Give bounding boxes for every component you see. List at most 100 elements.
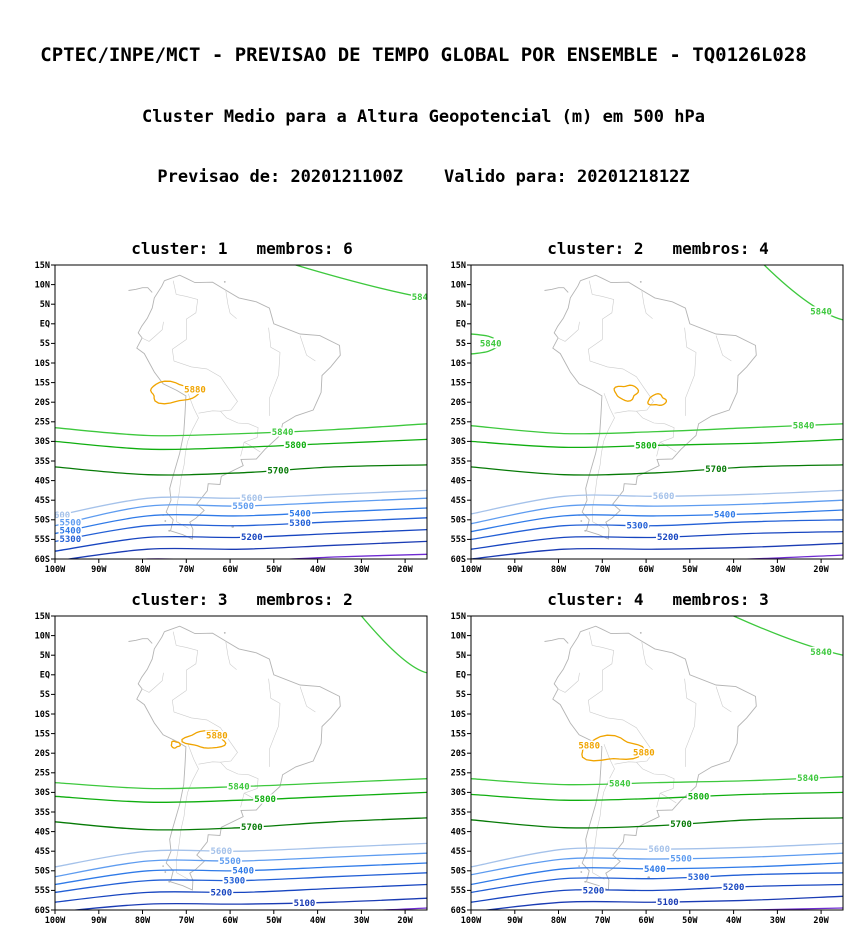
svg-text:5700: 5700 [670, 820, 692, 830]
svg-text:5700: 5700 [241, 823, 263, 833]
svg-text:40W: 40W [726, 565, 742, 575]
map-cluster-2: 15N 10N 5N EQ 5S 10S 15S 20S 25S 30S 35S 40S 45S 50S 5… [451, 261, 844, 575]
svg-text:30W: 30W [770, 916, 786, 926]
svg-text:60S: 60S [35, 554, 50, 564]
svg-text:10N: 10N [451, 631, 466, 641]
svg-text:60S: 60S [451, 905, 466, 915]
svg-text:45S: 45S [35, 496, 50, 506]
svg-text:55S: 55S [35, 886, 50, 896]
svg-text:10S: 10S [451, 358, 466, 368]
svg-text:40S: 40S [451, 827, 466, 837]
svg-text:5600: 5600 [653, 492, 675, 502]
svg-text:5500: 5500 [219, 857, 241, 867]
panel-cluster-3: cluster: 3 membros: 2 15N 10N 5N EQ 5S 10S 15S… [16, 590, 429, 929]
svg-text:5300: 5300 [289, 519, 311, 529]
svg-text:35S: 35S [451, 807, 466, 817]
svg-text:80W: 80W [551, 565, 567, 575]
svg-text:5400: 5400 [59, 526, 81, 536]
svg-text:5400: 5400 [644, 864, 666, 874]
svg-text:5S: 5S [456, 339, 466, 349]
svg-text:15S: 15S [451, 729, 466, 739]
svg-text:5840: 5840 [793, 421, 815, 431]
svg-text:5600: 5600 [49, 511, 71, 521]
svg-text:15S: 15S [451, 378, 466, 388]
svg-text:20S: 20S [451, 398, 466, 408]
svg-text:40S: 40S [35, 476, 50, 486]
svg-text:90W: 90W [507, 916, 523, 926]
header-title: CPTEC/INPE/MCT - PREVISAO DE TEMPO GLOBA… [40, 44, 807, 66]
svg-text:5700: 5700 [705, 465, 727, 475]
panel-title-2: cluster: 2 membros: 4 [547, 238, 769, 258]
map-cluster-4: 15N 10N 5N EQ 5S 10S 15S 20S 25S 30S 35S 40S 45S 50S 5… [451, 612, 844, 926]
svg-text:20S: 20S [35, 398, 50, 408]
svg-text:10N: 10N [35, 631, 50, 641]
svg-text:70W: 70W [179, 916, 195, 926]
svg-text:5S: 5S [40, 339, 50, 349]
svg-text:20S: 20S [451, 749, 466, 759]
svg-text:5300: 5300 [59, 534, 81, 544]
svg-text:80W: 80W [135, 565, 151, 575]
svg-text:35S: 35S [451, 456, 466, 466]
svg-text:5300: 5300 [688, 872, 710, 882]
svg-text:5840: 5840 [480, 339, 502, 349]
svg-text:50W: 50W [682, 565, 698, 575]
svg-text:20S: 20S [35, 749, 50, 759]
svg-text:20W: 20W [397, 916, 413, 926]
svg-text:5800: 5800 [688, 792, 710, 802]
svg-text:30W: 30W [354, 565, 370, 575]
svg-text:70W: 70W [595, 916, 611, 926]
svg-text:5840: 5840 [272, 427, 294, 437]
svg-text:5600: 5600 [241, 493, 263, 503]
map-cluster-3: 15N 10N 5N EQ 5S 10S 15S 20S 25S 30S 35S 40S 45S 50S 5… [35, 612, 428, 926]
svg-text:30S: 30S [451, 437, 466, 447]
svg-text:50W: 50W [266, 565, 282, 575]
svg-text:10S: 10S [35, 358, 50, 368]
svg-text:25S: 25S [35, 768, 50, 778]
svg-text:100W: 100W [45, 565, 66, 575]
svg-text:5S: 5S [40, 690, 50, 700]
svg-text:5N: 5N [456, 300, 466, 310]
svg-text:5100: 5100 [657, 897, 679, 907]
svg-text:10N: 10N [35, 280, 50, 290]
svg-text:5500: 5500 [232, 502, 254, 512]
svg-text:5840: 5840 [810, 648, 832, 658]
svg-text:5500: 5500 [59, 518, 81, 528]
svg-text:15S: 15S [35, 378, 50, 388]
svg-text:10S: 10S [451, 709, 466, 719]
svg-text:30S: 30S [451, 788, 466, 798]
svg-text:5700: 5700 [267, 466, 289, 476]
svg-text:25S: 25S [451, 417, 466, 427]
panel-title-4: cluster: 4 membros: 3 [547, 589, 769, 609]
svg-text:55S: 55S [35, 535, 50, 545]
svg-text:50S: 50S [451, 515, 466, 525]
svg-text:5S: 5S [456, 690, 466, 700]
svg-text:20W: 20W [813, 916, 829, 926]
svg-text:40S: 40S [451, 476, 466, 486]
svg-text:50S: 50S [35, 866, 50, 876]
svg-text:35S: 35S [35, 456, 50, 466]
svg-text:55S: 55S [451, 886, 466, 896]
svg-text:5100: 5100 [294, 898, 316, 908]
map-cluster-1: 15N10N5NEQ5S10S15S20S25S30S35S40S45S50S5… [35, 261, 428, 575]
svg-text:70W: 70W [595, 565, 611, 575]
panel-title-3: cluster: 3 membros: 2 [131, 589, 353, 609]
header: CPTEC/INPE/MCT - PREVISAO DE TEMPO GLOBA… [0, 0, 847, 227]
svg-text:EQ: EQ [40, 670, 50, 680]
svg-text:80W: 80W [551, 916, 567, 926]
panel-cluster-2: cluster: 2 membros: 4 15N 10N 5N EQ 5S 10S 15S… [432, 239, 845, 578]
svg-text:5600: 5600 [210, 847, 232, 857]
svg-text:5200: 5200 [723, 883, 745, 893]
svg-text:100W: 100W [461, 565, 482, 575]
svg-text:70W: 70W [179, 565, 195, 575]
svg-text:20W: 20W [397, 565, 413, 575]
svg-text:50W: 50W [266, 916, 282, 926]
svg-text:25S: 25S [451, 768, 466, 778]
svg-text:5N: 5N [456, 651, 466, 661]
svg-text:5600: 5600 [648, 845, 670, 855]
svg-text:5400: 5400 [232, 866, 254, 876]
svg-text:60W: 60W [638, 916, 654, 926]
svg-text:30W: 30W [770, 565, 786, 575]
svg-text:40W: 40W [310, 916, 326, 926]
svg-text:5800: 5800 [254, 795, 276, 805]
